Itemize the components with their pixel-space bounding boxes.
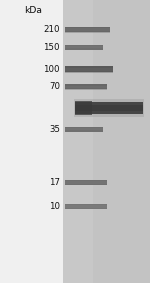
FancyBboxPatch shape [64, 84, 106, 89]
Text: kDa: kDa [24, 6, 42, 15]
FancyBboxPatch shape [64, 88, 106, 90]
FancyBboxPatch shape [64, 48, 104, 50]
FancyBboxPatch shape [64, 204, 106, 205]
Text: 100: 100 [44, 65, 60, 74]
FancyBboxPatch shape [64, 45, 104, 46]
FancyBboxPatch shape [64, 84, 106, 86]
FancyBboxPatch shape [64, 127, 104, 128]
FancyBboxPatch shape [64, 31, 110, 33]
FancyBboxPatch shape [93, 0, 150, 283]
FancyBboxPatch shape [75, 102, 142, 114]
Text: 70: 70 [49, 82, 60, 91]
FancyBboxPatch shape [64, 184, 106, 185]
FancyBboxPatch shape [64, 180, 106, 181]
Text: 35: 35 [49, 125, 60, 134]
FancyBboxPatch shape [75, 101, 92, 115]
FancyBboxPatch shape [64, 71, 112, 73]
FancyBboxPatch shape [64, 127, 104, 132]
FancyBboxPatch shape [64, 27, 110, 29]
FancyBboxPatch shape [74, 99, 144, 117]
FancyBboxPatch shape [64, 66, 112, 68]
FancyBboxPatch shape [64, 27, 110, 32]
FancyBboxPatch shape [64, 180, 106, 185]
FancyBboxPatch shape [64, 130, 104, 132]
FancyBboxPatch shape [63, 0, 150, 283]
FancyBboxPatch shape [64, 45, 104, 50]
Text: 10: 10 [49, 202, 60, 211]
FancyBboxPatch shape [64, 208, 106, 209]
FancyBboxPatch shape [64, 204, 106, 209]
Text: 150: 150 [44, 43, 60, 52]
Text: 17: 17 [49, 178, 60, 187]
FancyBboxPatch shape [75, 105, 142, 111]
FancyBboxPatch shape [64, 66, 112, 72]
Text: 210: 210 [44, 25, 60, 34]
